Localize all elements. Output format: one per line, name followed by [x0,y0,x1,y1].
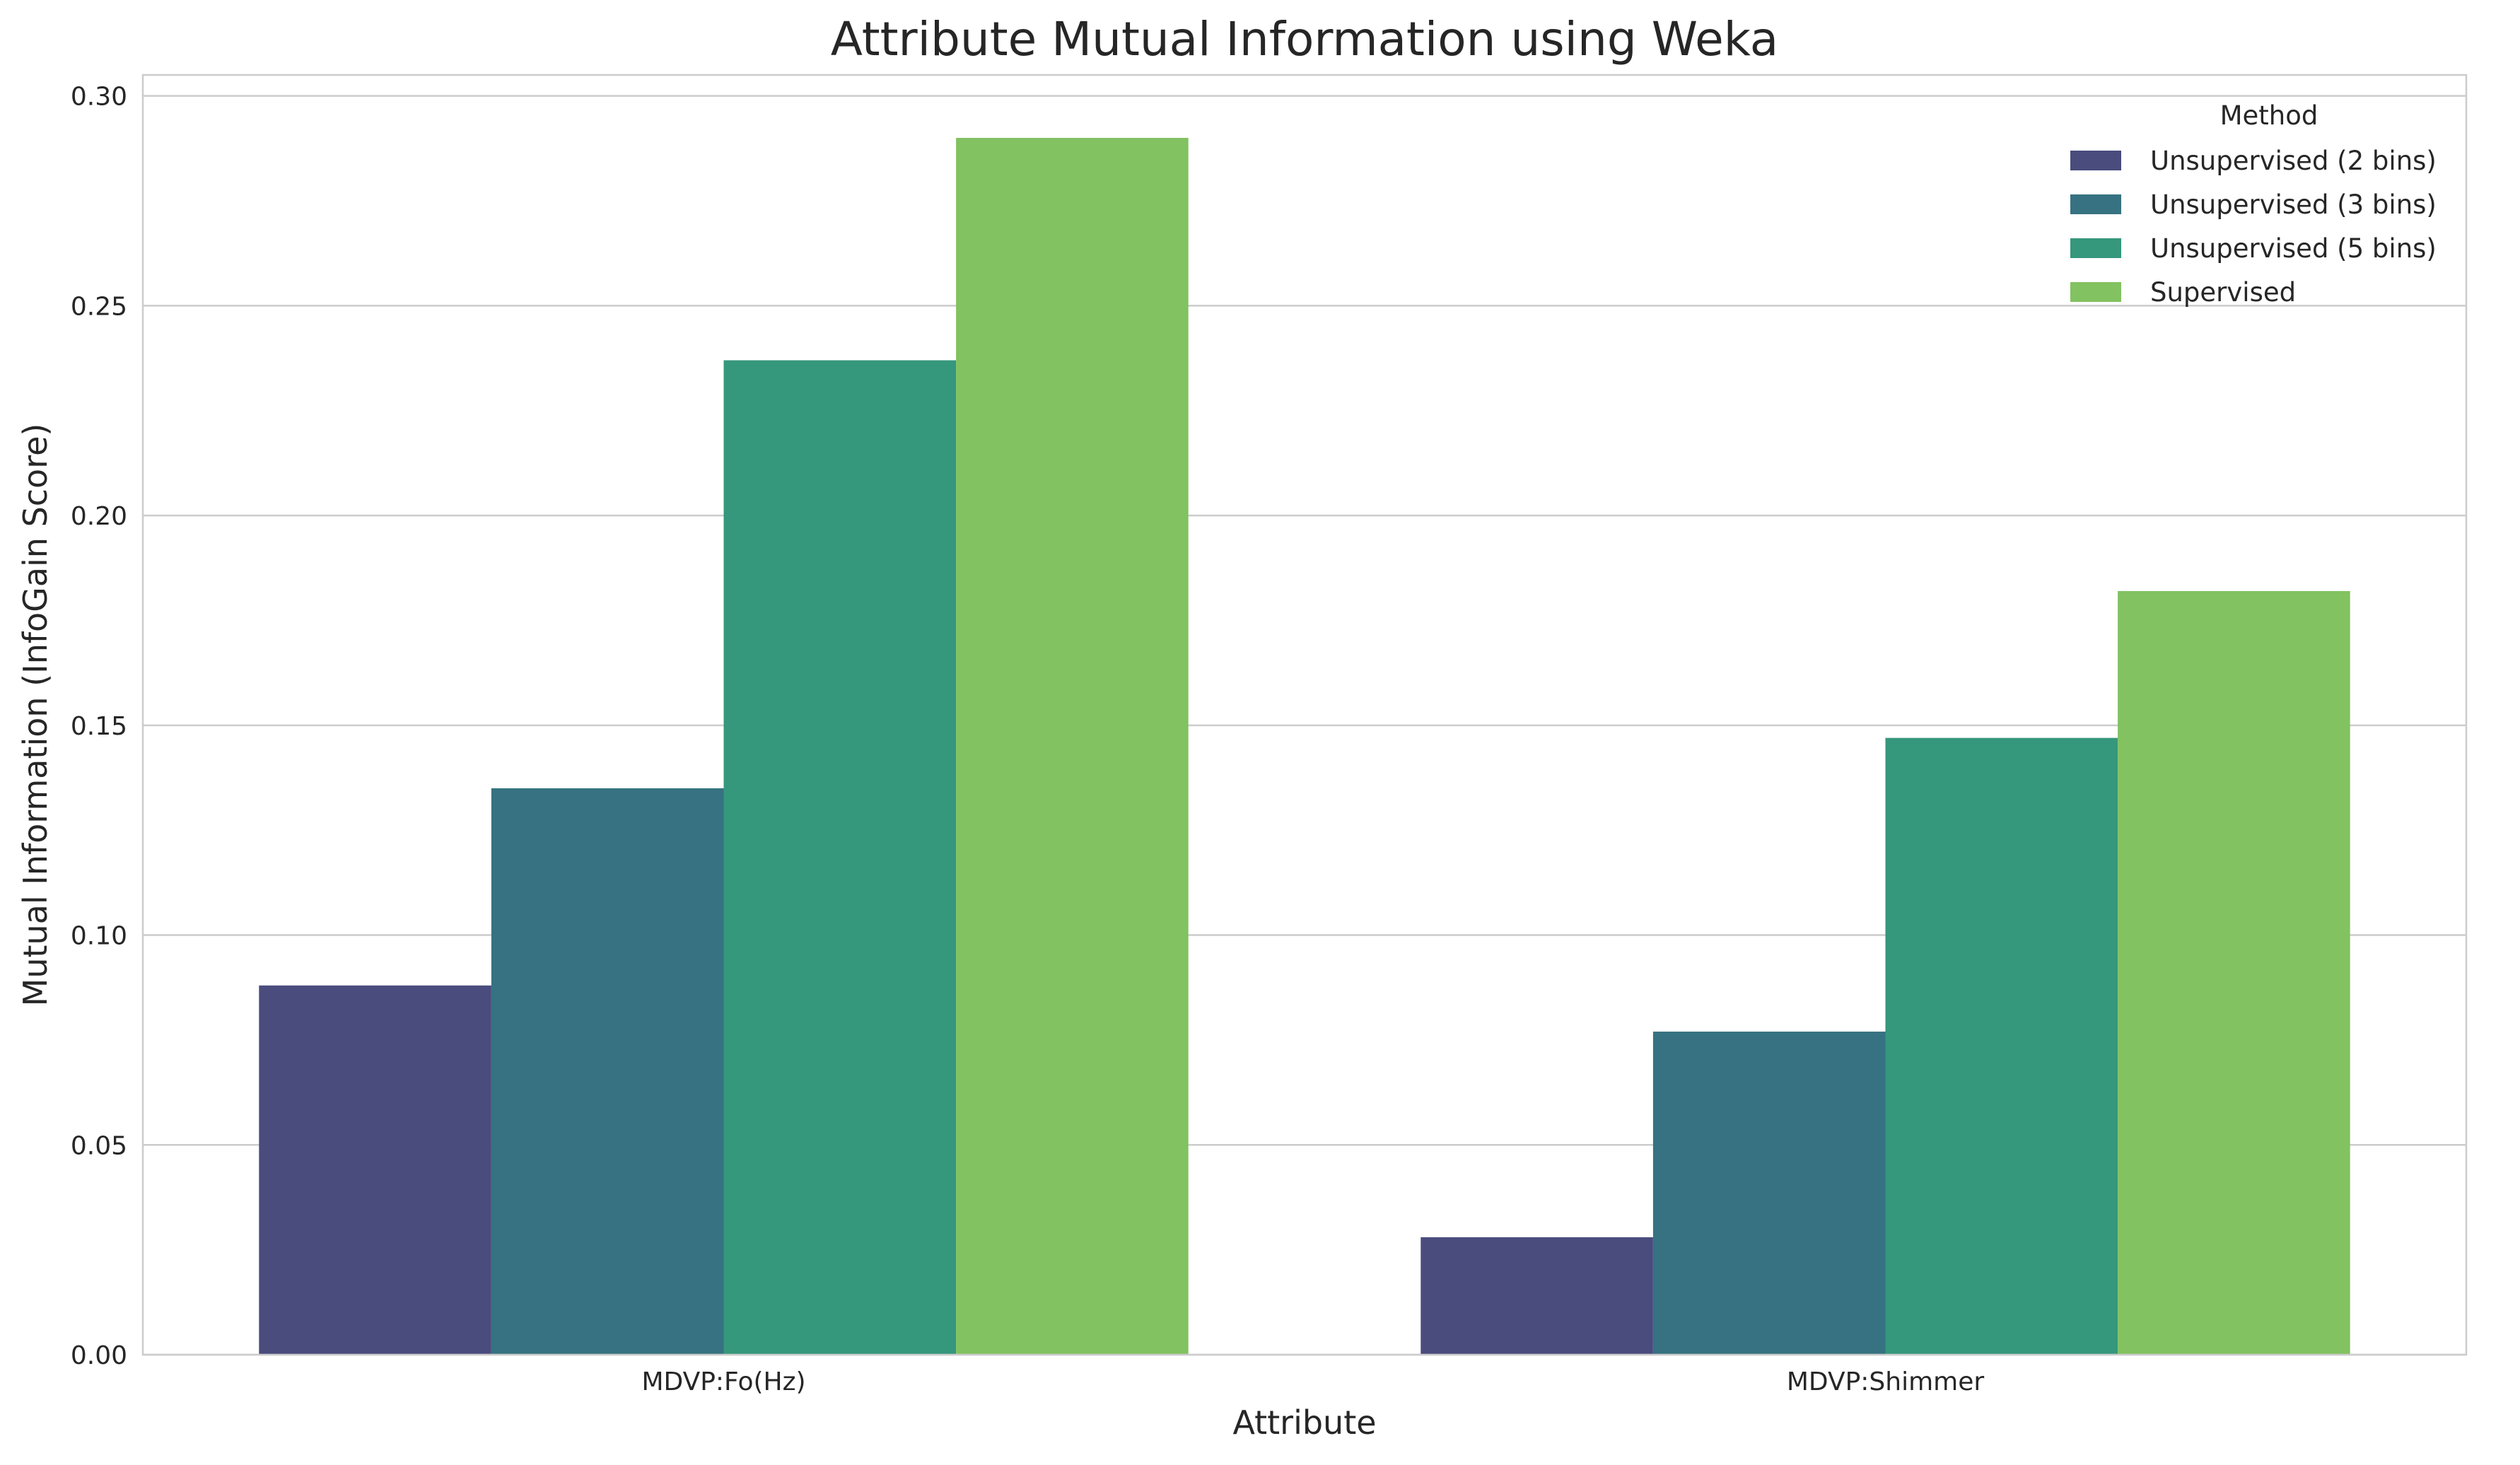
y-tick-label: 0.00 [71,1341,127,1370]
bar [723,360,957,1355]
y-axis-title: Mutual Information (InfoGain Score) [16,424,54,1007]
legend-title: Method [2220,100,2318,131]
bar [1885,737,2118,1355]
legend-swatch [2070,238,2121,258]
legend-swatch [2070,194,2121,214]
bar [491,788,724,1355]
legend: Method Unsupervised (2 bins)Unsupervised… [2070,100,2437,308]
legend-items: Unsupervised (2 bins) Unsupervised (3 bin… [2070,146,2437,308]
plot-frame [141,74,2468,1356]
legend-swatch [2070,151,2121,170]
legend-entry-label: Unsupervised (3 bins) [2150,189,2437,220]
bar [956,138,1189,1355]
bars [259,138,2350,1355]
bar [1652,1032,1886,1355]
y-tick-label: 0.25 [71,292,127,321]
chart-title: Attribute Mutual Information using Weka [831,12,1778,66]
legend-entry-label: Unsupervised (5 bins) [2150,233,2437,264]
bar [2118,590,2350,1355]
legend-swatch [2070,282,2121,302]
x-tick-label: MDVP:Fo(Hz) [641,1367,805,1396]
x-axis-title: Attribute [1232,1403,1376,1442]
bar [259,985,491,1355]
y-tick-label: 0.05 [71,1131,127,1160]
y-tick-labels: 0.00 0.05 0.10 0.15 0.20 0.25 0.30 [71,83,127,1370]
legend-entry-label: Unsupervised (2 bins) [2150,146,2437,176]
x-tick-labels: MDVP:Fo(Hz) MDVP:Shimmer [641,1367,1984,1396]
x-tick-label: MDVP:Shimmer [1787,1367,1985,1396]
y-tick-label: 0.15 [71,712,127,741]
legend-entry-label: Supervised [2150,277,2296,308]
bar [1421,1237,1653,1355]
y-tick-label: 0.20 [71,502,127,531]
y-tick-label: 0.30 [71,83,127,112]
y-tick-label: 0.10 [71,922,127,951]
